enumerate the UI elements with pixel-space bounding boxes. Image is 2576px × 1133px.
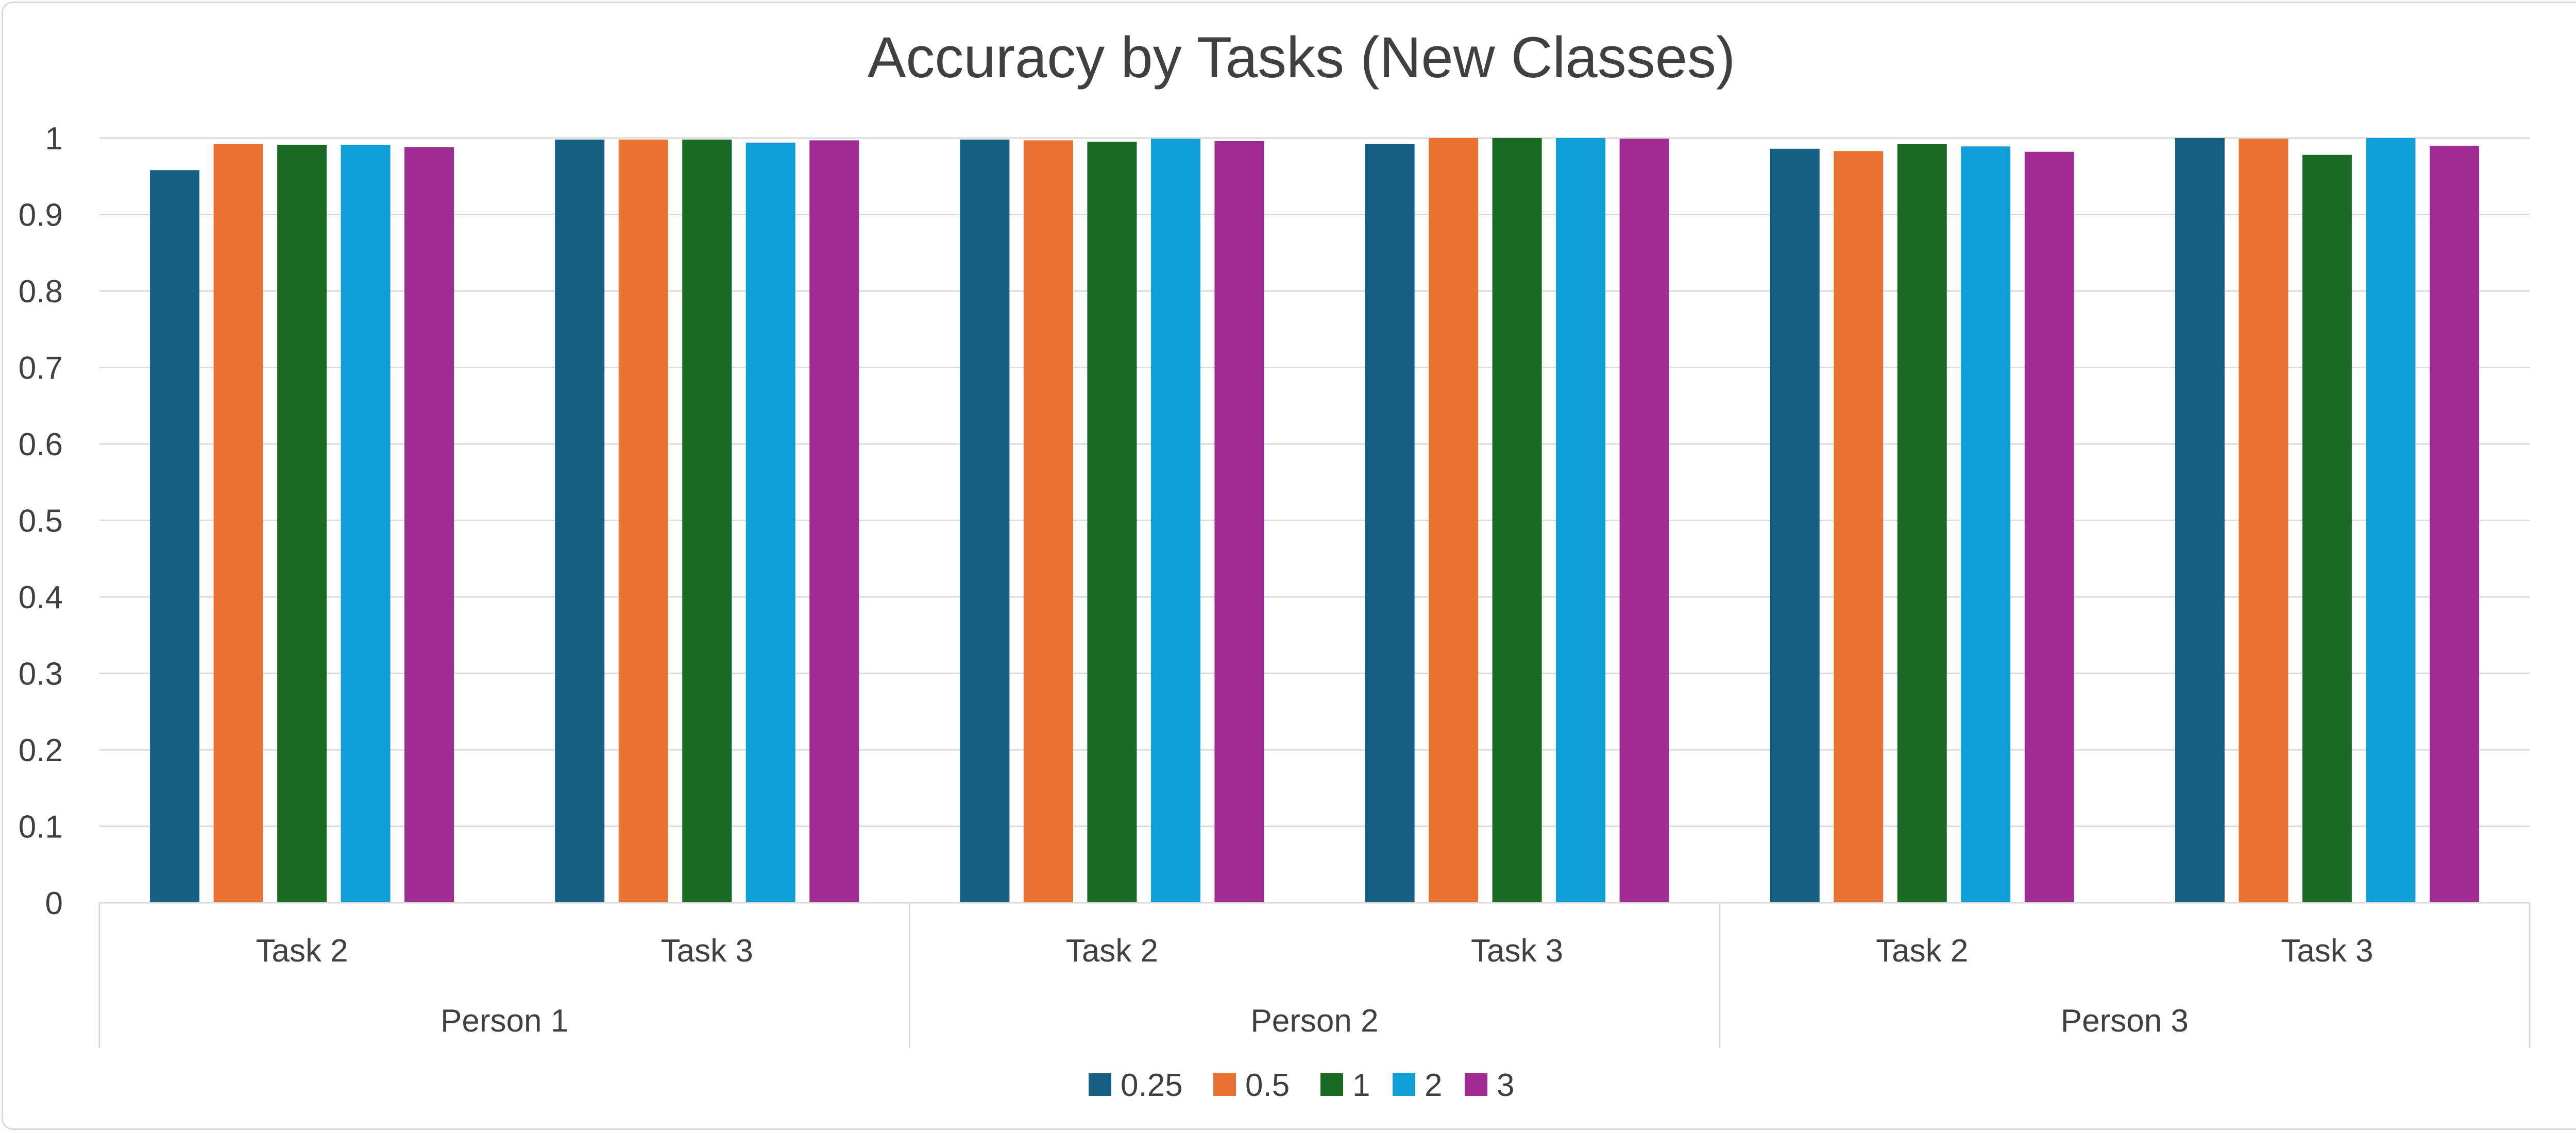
legend-item: 0.25 [1089, 1068, 1183, 1103]
bar [1770, 148, 1820, 903]
legend-item: 3 [1465, 1068, 1514, 1103]
legend-swatch [1393, 1073, 1415, 1096]
bar [341, 145, 391, 903]
bar [555, 139, 605, 903]
bar [2302, 154, 2352, 903]
bar [2024, 151, 2074, 903]
bar [1834, 151, 1884, 903]
bar [1087, 142, 1137, 903]
x-group-label: Person 1 [440, 1003, 568, 1039]
bar [2366, 138, 2416, 903]
bar [1023, 140, 1073, 903]
bar [745, 142, 795, 903]
bar [213, 144, 263, 903]
y-tick-label: 0.1 [19, 810, 63, 845]
x-category-label: Task 2 [256, 933, 348, 969]
bar [1492, 138, 1542, 903]
y-tick-label: 1 [45, 121, 63, 157]
bar [2175, 138, 2225, 903]
legend-item: 0.5 [1213, 1068, 1290, 1103]
bar [1214, 141, 1264, 903]
bar [1556, 138, 1606, 903]
bar [404, 147, 454, 903]
bar [1961, 146, 2011, 903]
legend-swatch [1089, 1073, 1111, 1096]
chart-title: Accuracy by Tasks (New Classes) [868, 25, 1736, 90]
x-axis-category-labels: Task 2 Task 3 Task 2 Task 3 Task 2 Task 3 Pers… [256, 933, 2373, 1039]
x-group-label: Person 3 [2061, 1003, 2189, 1039]
x-category-label: Task 3 [661, 933, 753, 969]
legend-swatch [1320, 1073, 1343, 1096]
bar [2239, 139, 2289, 903]
bar [1619, 139, 1669, 903]
x-category-label: Task 2 [1876, 933, 1968, 969]
legend-item: 2 [1393, 1068, 1442, 1103]
y-tick-label: 0.2 [19, 733, 63, 768]
y-tick-label: 0.6 [19, 427, 63, 462]
x-category-label: Task 3 [2281, 933, 2373, 969]
legend-swatch [1213, 1073, 1236, 1096]
bar [618, 139, 668, 903]
bar [1365, 144, 1415, 903]
y-axis-tick-labels: 0 0.1 0.2 0.3 0.4 0.5 0.6 0.7 0.8 0.9 1 [19, 121, 63, 921]
y-tick-label: 0.4 [19, 580, 63, 615]
y-tick-label: 0 [45, 886, 63, 921]
gridlines [99, 137, 2530, 904]
bar [1429, 138, 1479, 903]
bar [277, 145, 327, 903]
y-tick-label: 0.9 [19, 198, 63, 233]
legend-label: 0.5 [1245, 1068, 1290, 1103]
bars [150, 138, 2479, 903]
legend: 0.25 0.5 1 2 3 [1089, 1068, 1514, 1103]
x-group-label: Person 2 [1250, 1003, 1378, 1039]
bar [2429, 145, 2479, 903]
legend-label: 3 [1497, 1068, 1514, 1103]
bar [1897, 144, 1947, 903]
bar [809, 140, 859, 903]
legend-label: 1 [1352, 1068, 1370, 1103]
bar [960, 139, 1010, 903]
y-tick-label: 0.8 [19, 274, 63, 310]
legend-swatch [1465, 1073, 1487, 1096]
y-tick-label: 0.7 [19, 351, 63, 386]
legend-label: 0.25 [1121, 1068, 1183, 1103]
x-category-label: Task 2 [1066, 933, 1158, 969]
x-category-label: Task 3 [1471, 933, 1563, 969]
x-axis [98, 902, 2531, 1048]
y-tick-label: 0.5 [19, 504, 63, 539]
bar [150, 170, 200, 903]
bar [1150, 139, 1200, 903]
y-tick-label: 0.3 [19, 657, 63, 692]
bar [682, 139, 732, 903]
legend-label: 2 [1425, 1068, 1442, 1103]
legend-item: 1 [1320, 1068, 1370, 1103]
